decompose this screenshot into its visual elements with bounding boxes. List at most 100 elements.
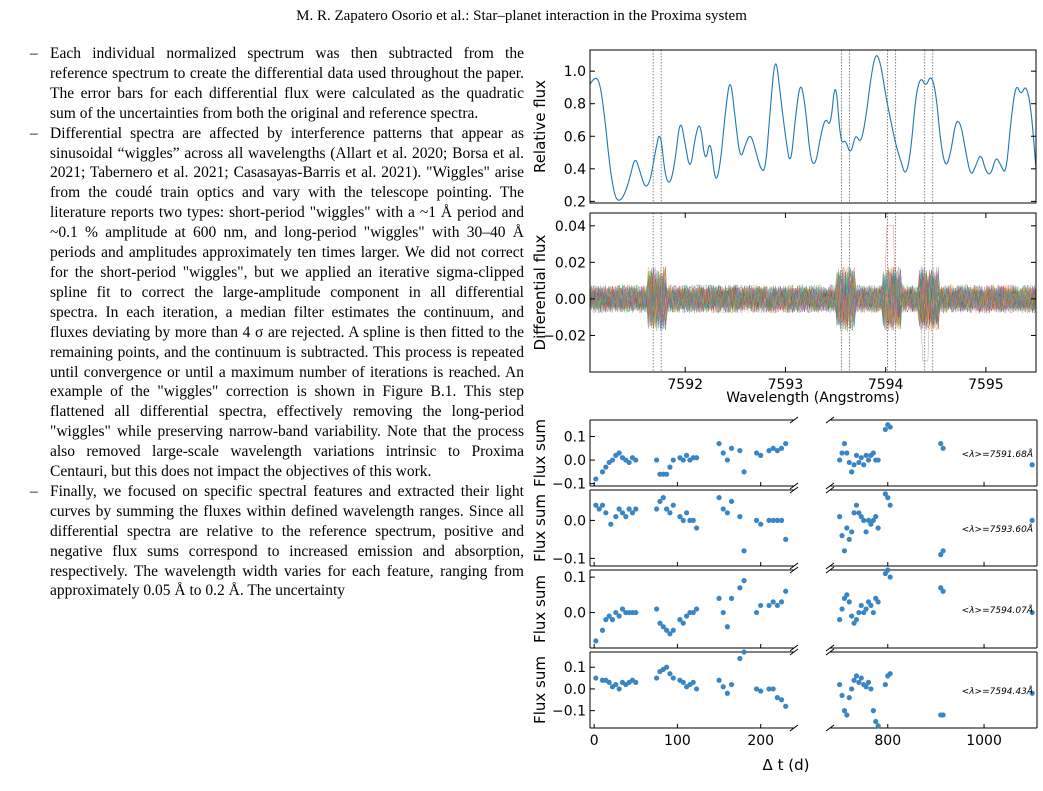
data-point — [844, 450, 850, 456]
differential-spectrum-line — [589, 271, 1037, 331]
data-point — [623, 514, 629, 520]
data-point — [753, 450, 760, 456]
axis-break-mark — [825, 482, 835, 490]
figure: 1.0 0.8 0.6 0.4 0.2 Relative flux 0.04 0.02 0.00… — [528, 40, 1043, 791]
list-item: – Each individual normalized spectrum wa… — [30, 44, 524, 124]
data-point — [839, 450, 845, 456]
data-point — [613, 681, 619, 688]
data-point — [1029, 690, 1035, 696]
data-point — [690, 517, 696, 523]
data-point — [753, 686, 760, 692]
data-point — [875, 525, 881, 531]
data-point — [654, 675, 660, 681]
data-point — [758, 688, 764, 694]
y-tick-label: −0.1 — [552, 551, 586, 567]
x-tick-label: 200 — [747, 733, 774, 749]
data-point — [633, 679, 639, 686]
feature-wavelength-label: <λ>=7594.07Å — [962, 604, 1033, 616]
data-point — [724, 624, 730, 630]
data-point — [741, 578, 747, 584]
data-point — [846, 599, 852, 605]
data-point — [861, 517, 867, 523]
data-point — [1029, 609, 1035, 616]
data-point — [882, 491, 888, 497]
body-text: – Each individual normalized spectrum wa… — [30, 44, 524, 601]
x-tick-label: 100 — [664, 733, 691, 749]
data-point — [885, 567, 891, 573]
data-point — [596, 506, 602, 512]
relative-flux-line — [589, 55, 1037, 201]
data-point — [670, 457, 676, 463]
data-point — [619, 510, 626, 516]
data-point — [690, 609, 696, 616]
data-point — [664, 627, 670, 633]
data-point — [778, 697, 785, 703]
data-point — [680, 620, 686, 626]
data-point — [766, 517, 772, 523]
data-point — [677, 514, 683, 520]
differential-spectrum-line — [589, 266, 1037, 330]
data-point — [846, 536, 852, 542]
data-point — [728, 681, 735, 688]
y-tick-label: 0.0 — [564, 606, 586, 622]
data-point — [599, 627, 606, 633]
data-point — [940, 548, 946, 554]
data-point — [856, 459, 862, 466]
axis-break-mark — [789, 562, 799, 570]
y-axis-label: Flux sum — [531, 575, 549, 643]
data-point — [940, 445, 946, 451]
y-tick-label: −0.02 — [543, 328, 586, 344]
data-point — [774, 695, 780, 701]
data-point — [841, 708, 848, 714]
data-point — [858, 455, 864, 461]
data-point — [716, 440, 722, 447]
data-point — [882, 681, 888, 688]
data-point — [1029, 462, 1035, 468]
axis-break-mark — [825, 644, 835, 652]
data-point — [778, 445, 785, 451]
mid-panel-frame — [589, 212, 1037, 373]
axis-break-mark — [789, 482, 799, 490]
top-panel-frame — [589, 49, 1037, 204]
page-header: M. R. Zapatero Osorio et al.: Star–plane… — [296, 8, 747, 24]
data-point — [770, 686, 776, 692]
data-point — [609, 617, 616, 623]
data-point — [606, 613, 612, 619]
data-point — [873, 718, 879, 725]
data-point — [851, 510, 857, 516]
data-point — [863, 529, 869, 535]
data-point — [683, 613, 690, 619]
data-point — [849, 469, 855, 475]
bullet-dash: – — [30, 45, 38, 62]
feature-wavelength-label: <λ>=7591.68Å — [962, 448, 1033, 460]
y-tick-label: 0.2 — [564, 194, 586, 210]
data-point — [856, 510, 862, 516]
data-point — [693, 525, 700, 531]
data-point — [737, 655, 743, 662]
data-point — [783, 440, 789, 447]
data-point — [680, 457, 686, 463]
axis-break-mark — [825, 724, 835, 732]
data-point — [680, 517, 686, 523]
data-point — [938, 440, 944, 447]
data-point — [940, 712, 946, 718]
data-point — [619, 606, 626, 612]
y-tick-label: 0.4 — [564, 162, 586, 178]
data-point — [770, 517, 776, 523]
axis-break-mark — [789, 566, 799, 574]
data-point — [677, 617, 683, 623]
data-point — [875, 599, 881, 605]
data-point — [741, 548, 747, 554]
data-point — [683, 510, 690, 516]
data-point — [753, 609, 760, 616]
data-point — [853, 502, 860, 508]
data-point — [885, 495, 891, 501]
data-point — [870, 450, 876, 456]
data-point — [882, 426, 888, 433]
data-point — [841, 440, 848, 447]
data-point — [741, 469, 747, 475]
data-point — [861, 462, 867, 468]
data-point — [758, 602, 764, 609]
data-point — [660, 495, 666, 501]
